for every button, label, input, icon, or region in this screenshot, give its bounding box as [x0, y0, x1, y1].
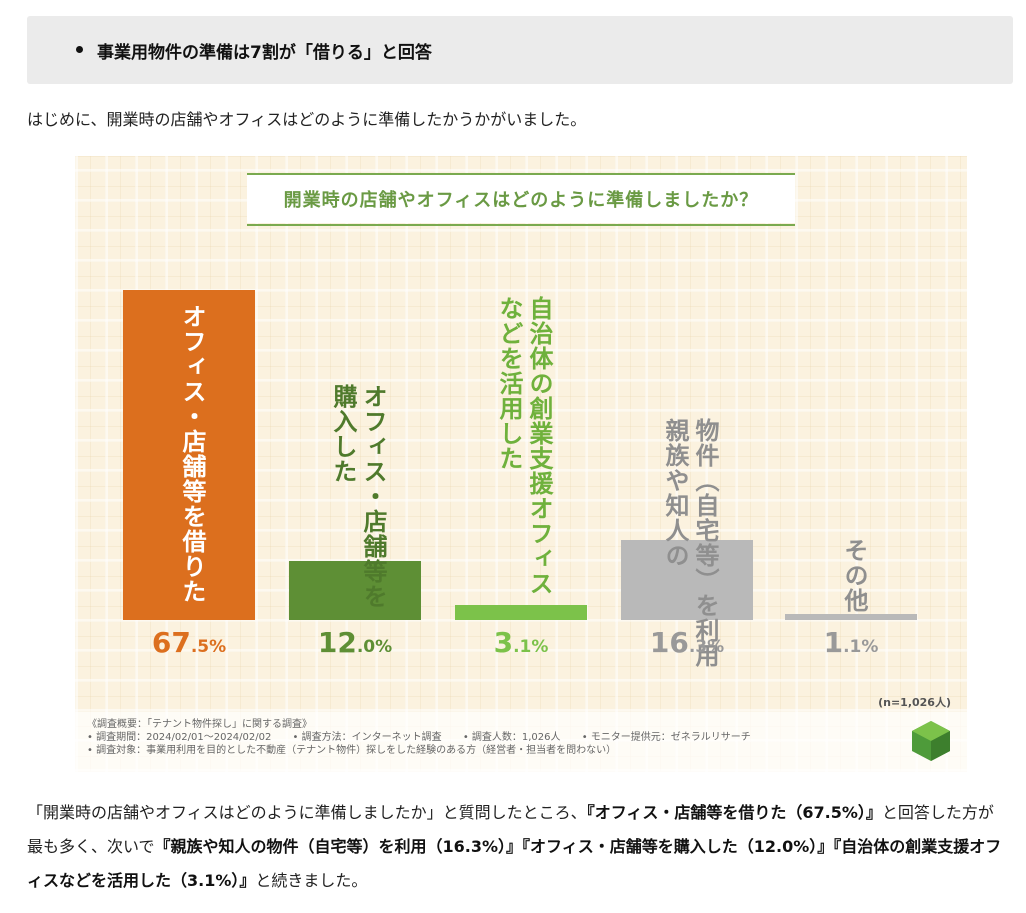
value-int-1: 67	[151, 626, 191, 659]
bar-label-2-2: オフィス・店舗等を	[359, 384, 387, 609]
bar-5	[785, 614, 917, 620]
bar-4	[621, 540, 753, 620]
survey-band	[75, 712, 967, 772]
survey-method: • 調査方法：インターネット調査	[292, 732, 442, 743]
conclusion-paragraph: 「開業時の店舗やオフィスはどのように準備しましたか」と質問したところ、『オフィス…	[27, 796, 1007, 898]
conclusion-highlight-1: 『オフィス・店舗等を借りた（67.5%）』	[586, 803, 882, 822]
bar-label-4-2: 物件（自宅等）を利用	[691, 418, 719, 668]
value-dec-5: .1%	[843, 637, 879, 657]
survey-provider: • モニター提供元：ゼネラルリサーチ	[581, 732, 751, 743]
bar-label-3-1: などを活用した	[495, 296, 523, 471]
bar-label-1-1: オフィス・店舗等を借りた	[178, 304, 206, 604]
survey-count: • 調査人数：1,026人	[462, 732, 561, 743]
value-int-3: 3	[493, 626, 514, 659]
bar-label-4-1: 親族や知人の	[661, 418, 689, 568]
survey-details: • 調査期間：2024/02/01～2024/02/02 • 調査方法：インター…	[87, 731, 751, 744]
value-int-4: 16	[649, 626, 689, 659]
value-label-3: 3.1%	[451, 626, 591, 659]
chart-title: 開業時の店舗やオフィスはどのように準備しましたか？	[247, 175, 795, 223]
value-int-2: 12	[317, 626, 357, 659]
value-int-5: 1	[823, 626, 844, 659]
bullet-icon	[76, 46, 83, 53]
conclusion-part-2: と回答した方が最も多く、次いで	[27, 803, 994, 856]
conclusion-part-1: 「開業時の店舗やオフィスはどのように準備しましたか」と質問したところ、	[27, 803, 587, 822]
chart-panel: 開業時の店舗やオフィスはどのように準備しましたか？ オフィス・店舗等を借りた 67…	[75, 156, 967, 772]
bar-3	[455, 604, 587, 620]
title-rule-bottom	[247, 224, 795, 226]
survey-period: • 調査期間：2024/02/01～2024/02/02	[87, 732, 272, 743]
headline-box: 事業用物件の準備は7割が「借りる」と回答	[27, 16, 1013, 84]
bar-1	[123, 290, 255, 620]
bar-label-3-2: 自治体の創業支援オフィス	[525, 296, 553, 596]
value-dec-1: .5%	[190, 637, 227, 657]
conclusion-highlight-2: 『親族や知人の物件（自宅等）を利用（16.3%）』『オフィス・店舗等を購入した（…	[27, 837, 1002, 890]
conclusion-part-3: と続きました。	[255, 871, 368, 890]
intro-text: はじめに、開業時の店舗やオフィスはどのように準備したかうかがいました。	[27, 110, 587, 129]
value-dec-3: .1%	[513, 637, 549, 657]
headline: 事業用物件の準備は7割が「借りる」と回答	[97, 43, 432, 63]
company-logo-icon	[912, 721, 950, 761]
value-label-1: 67.5%	[119, 626, 259, 659]
value-label-5: 1.1%	[781, 626, 921, 659]
value-label-4: 16.3%	[617, 626, 757, 659]
bar-2	[289, 561, 421, 620]
value-label-2: 12.0%	[285, 626, 425, 659]
survey-title: 《調査概要：「テナント物件探し」に関する調査》	[87, 719, 312, 730]
survey-overview: 《調査概要：「テナント物件探し」に関する調査》 • 調査期間：2024/02/0…	[87, 718, 751, 757]
value-dec-4: .3%	[688, 637, 725, 657]
sample-size-note: (n=1,026人)	[878, 696, 951, 709]
bar-label-2-1: 購入した	[329, 384, 357, 484]
survey-target: • 調査対象：事業用利用を目的とした不動産（テナント物件）探しをした経験のある方…	[87, 745, 617, 756]
title-rule-top	[247, 173, 795, 175]
bar-label-5-1: その他	[840, 538, 868, 613]
value-dec-2: .0%	[356, 637, 393, 657]
